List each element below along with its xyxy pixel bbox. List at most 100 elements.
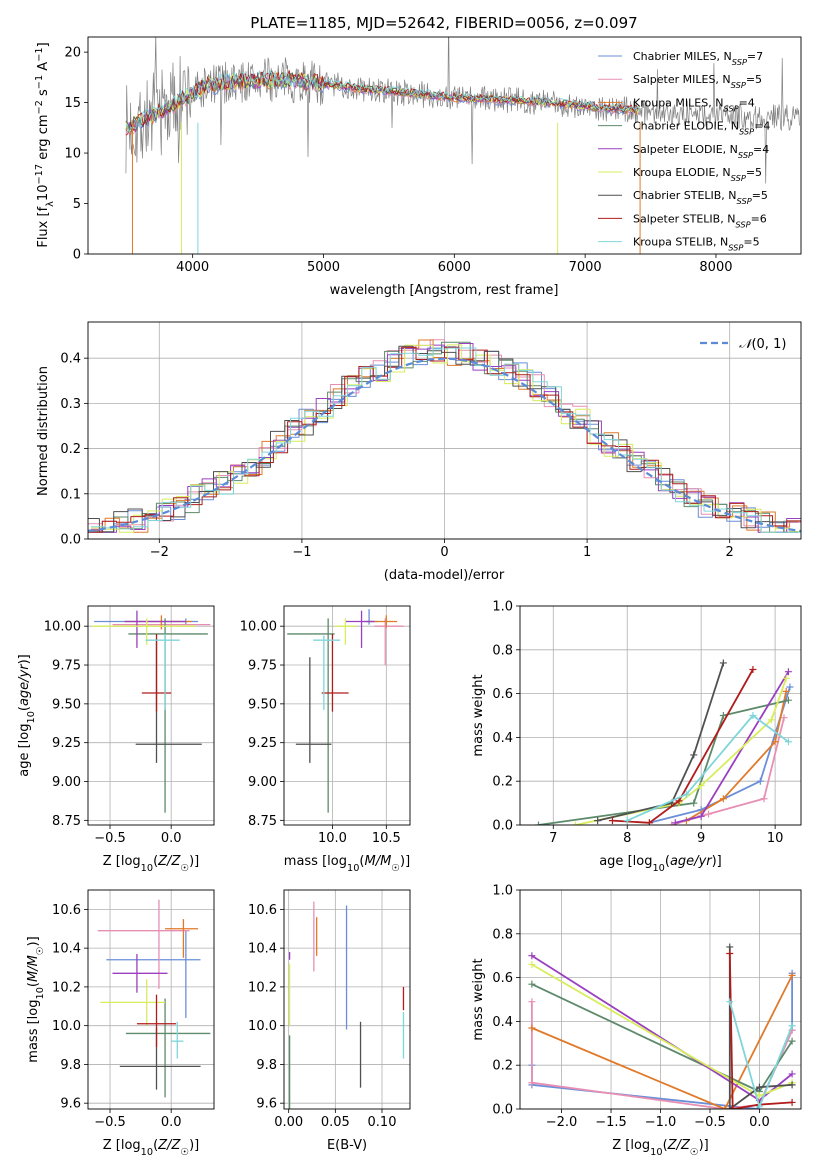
x-tick-label: 0: [440, 545, 448, 560]
y-tick-label: 10.6: [52, 903, 81, 918]
point-marker-kroupa-stelib: [784, 738, 792, 746]
legend-label-kroupa-elodie: Kroupa ELODIE, NSSP=5: [633, 166, 762, 183]
legend-label-salpeter-elodie: Salpeter ELODIE, NSSP=4: [633, 143, 769, 160]
series-line-chabrier-stelib: [728, 946, 793, 1109]
y-tick-label: 10.00: [44, 620, 81, 635]
y-tick-label: 0.3: [60, 397, 81, 412]
y-tick-label: 10.4: [52, 942, 81, 957]
axes-frame: 0.00 0.05 0.10 9.6 9.8 10.0 10.2 10.4 10.6: [248, 903, 396, 1130]
y-tick-label: 0.2: [60, 442, 81, 457]
y-tick-label: 10: [64, 147, 81, 162]
figure-title: PLATE=1185, MJD=52642, FIBERID=0056, z=0…: [250, 14, 637, 32]
y-tick-label: 0.4: [492, 731, 513, 746]
y-tick-label: 0.8: [492, 643, 513, 658]
axes-border: [283, 605, 411, 826]
x-axis-label: E(B-V): [327, 1138, 367, 1153]
point-marker-chabrier-elodie: [719, 712, 727, 719]
plot-area: [91, 610, 211, 813]
y-tick-label: 0.2: [492, 775, 513, 790]
y-tick-label: 9.6: [256, 1097, 277, 1112]
x-tick-label: 8: [623, 831, 631, 846]
point-marker-kroupa-elodie: [767, 716, 775, 724]
y-tick-label: 10.0: [52, 1019, 81, 1034]
y-axis-label: age [log10(age/yr)]: [17, 654, 37, 777]
x-tick-label: 10.0: [318, 831, 347, 846]
x-tick-label: 0.0: [161, 831, 182, 846]
plot-area: [125, 37, 800, 254]
point-marker-salpeter-miles: [668, 821, 676, 825]
y-tick-label: 0.8: [492, 927, 513, 942]
point-marker-kroupa-miles: [719, 795, 727, 803]
plot-area: [534, 659, 794, 825]
legend-label-normal: 𝒩(0, 1): [739, 337, 786, 352]
x-axis-label: Z [log10(Z/Z☉)]: [103, 1138, 200, 1158]
x-tick-label: 7000: [569, 260, 602, 275]
point-marker-kroupa-stelib: [749, 712, 757, 719]
y-tick-label: 10.00: [240, 620, 277, 635]
x-tick-label: 6000: [438, 260, 471, 275]
point-marker-chabrier-stelib: [594, 817, 602, 825]
y-tick-label: 9.50: [52, 697, 81, 712]
histogram-salpeter-elodie: [88, 343, 801, 533]
y-tick-label: 0.6: [492, 687, 513, 702]
legend-label-kroupa-stelib: Kroupa STELIB, NSSP=5: [633, 236, 760, 253]
axes-border: [283, 889, 411, 1110]
legend-label-kroupa-miles: Kroupa MILES, NSSP=4: [633, 96, 755, 113]
legend-label-chabrier-miles: Chabrier MILES, NSSP=7: [633, 50, 763, 67]
point-marker-chabrier-stelib: [788, 1081, 796, 1089]
y-tick-label: 0.0: [492, 1103, 513, 1118]
point-marker-chabrier-stelib: [719, 659, 727, 667]
y-tick-label: 8.75: [248, 814, 277, 829]
plot-area: [88, 339, 801, 533]
y-tick-label: 0.6: [492, 971, 513, 986]
y-tick-label: 9.6: [60, 1097, 81, 1112]
x-axis-label: mass [log10(M/M☉)]: [284, 854, 410, 874]
y-tick-label: 9.00: [248, 775, 277, 790]
point-marker-kroupa-miles: [528, 1024, 536, 1032]
point-marker-chabrier-elodie: [528, 980, 536, 988]
x-tick-label: 0.0: [161, 1115, 182, 1130]
y-axis-label: Flux [fλ10−17 erg cm−2 s−1 A−1]: [34, 42, 56, 247]
y-tick-label: 0.4: [60, 352, 81, 367]
y-tick-label: 0.2: [492, 1059, 513, 1074]
y-tick-label: 0.0: [60, 533, 81, 548]
point-marker-salpeter-elodie: [528, 952, 536, 960]
point-marker-kroupa-stelib: [726, 998, 734, 1006]
axes-frame: −2.0 −1.5 −1.0 −0.5 0.0 0.0 0.2 0.4 0.6 0.8 1.0: [492, 884, 769, 1131]
point-marker-salpeter-elodie: [788, 1070, 796, 1078]
point-marker-kroupa-stelib: [788, 1022, 796, 1030]
x-axis-label: wavelength [Angstrom, rest frame]: [330, 283, 559, 298]
point-marker-kroupa-elodie: [782, 674, 790, 682]
point-marker-kroupa-stelib: [755, 1103, 763, 1109]
y-tick-label: 5: [73, 197, 81, 212]
y-tick-label: 1.0: [492, 884, 513, 899]
point-marker-chabrier-elodie: [690, 799, 698, 807]
y-tick-label: 8.75: [52, 814, 81, 829]
x-tick-label: −0.5: [694, 1115, 726, 1130]
point-marker-kroupa-stelib: [682, 790, 690, 798]
panel-mass-vs-Z: −0.5 0.0 9.6 9.8 10.0 10.2 10.4 10.6 Z [log10(Z/…: [26, 889, 215, 1158]
axes-border: [519, 889, 802, 1110]
point-marker-kroupa-elodie: [697, 782, 705, 790]
legend-label-salpeter-stelib: Salpeter STELIB, NSSP=6: [633, 212, 767, 229]
point-marker-chabrier-elodie: [534, 821, 542, 825]
y-tick-label: 1.0: [492, 600, 513, 615]
x-tick-label: −1: [292, 545, 311, 560]
point-marker-kroupa-elodie: [571, 821, 579, 825]
y-tick-label: 9.25: [52, 736, 81, 751]
point-marker-chabrier-elodie: [788, 1037, 796, 1045]
series-line-chabrier-stelib: [597, 662, 725, 822]
x-tick-label: −0.5: [94, 1115, 126, 1130]
x-axis-label: Z [log10(Z/Z☉)]: [103, 854, 200, 874]
y-tick-label: 0.0: [492, 819, 513, 834]
x-tick-label: 1: [583, 545, 591, 560]
point-marker-salpeter-stelib: [788, 1098, 796, 1106]
y-tick-label: 0.4: [492, 1015, 513, 1030]
axes-border: [87, 605, 215, 826]
point-marker-kroupa-miles: [771, 738, 779, 746]
y-axis-label: Normed distribution: [36, 366, 51, 496]
y-axis-label: mass weight: [471, 958, 486, 1040]
y-tick-label: 15: [64, 96, 81, 111]
point-marker-kroupa-miles: [782, 687, 790, 695]
x-axis-label: age [log10(age/yr)]: [599, 854, 722, 874]
